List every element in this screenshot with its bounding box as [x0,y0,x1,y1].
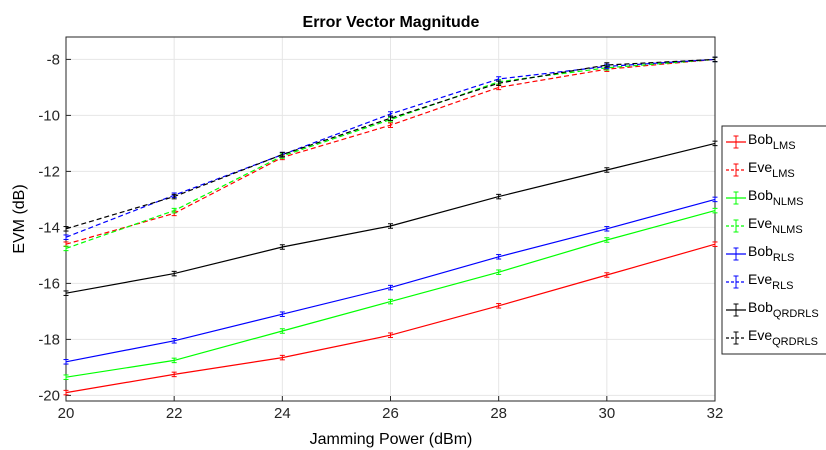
data-point [63,389,69,396]
data-point [63,226,69,232]
x-axis: 20 22 24 26 28 30 32 [58,396,724,422]
legend-label: BobNLMS [748,187,803,208]
x-tick-label: 32 [707,405,724,422]
legend-item: EveRLS [726,271,794,292]
data-point [604,226,610,232]
data-point [171,270,177,277]
data-point [388,298,393,305]
legend-label: BobLMS [748,131,796,152]
data-point [604,272,610,278]
y-tick-label: -18 [38,331,60,348]
data-point [171,193,177,200]
x-tick-label: 24 [274,405,291,422]
data-point [63,234,69,240]
data-point [171,338,177,344]
legend-item: BobLMS [726,131,796,152]
data-point [496,303,502,309]
data-point [712,241,718,247]
y-tick-label: -8 [47,51,60,68]
series-bob-nlms [63,207,718,380]
data-point [604,62,610,68]
data-point [388,122,393,128]
data-point [63,374,69,380]
series-bob-lms [63,241,718,396]
data-point [171,357,177,364]
data-point [496,193,502,200]
data-point [63,245,69,252]
data-point [279,244,285,250]
series-eve-qrdrls [63,56,718,232]
legend-item: EveLMS [726,159,795,180]
legend-item: BobRLS [726,243,794,264]
legend-label: EveNLMS [748,215,803,236]
data-point [496,269,502,275]
x-axis-label: Jamming Power (dBm) [310,431,473,448]
legend-box [721,125,826,355]
y-tick-label: -12 [38,163,60,180]
data-point [496,80,502,86]
x-tick-label: 22 [166,405,183,422]
y-tick-label: -16 [38,275,60,292]
data-point [712,56,718,63]
x-tick-label: 20 [58,405,75,422]
data-point [496,254,502,260]
legend-item: EveNLMS [726,215,803,236]
data-point [171,207,177,214]
y-tick-label: -14 [38,219,60,236]
legend-label: EveRLS [748,271,794,292]
y-axis: -20 -18 -16 -14 -12 -10 -8 [38,51,71,404]
data-point [279,354,285,361]
legend-label: EveQRDRLS [748,327,818,348]
y-tick-label: -10 [38,107,60,124]
series-group [63,56,718,396]
data-point [712,140,718,147]
series-bob-rls [63,196,718,365]
data-point [63,290,69,296]
x-tick-label: 28 [490,405,507,422]
data-point [279,311,285,317]
data-point [171,371,177,378]
legend-item: BobQRDRLS [726,299,819,320]
grid [65,37,716,401]
x-tick-label: 26 [382,405,399,422]
y-axis-label: EVM (dB) [11,184,28,253]
chart-title: Error Vector Magnitude [303,14,480,31]
data-point [279,151,285,158]
data-point [712,207,718,214]
legend-label: BobRLS [748,243,794,264]
legend-item: BobNLMS [726,187,803,208]
legend-label: EveLMS [748,159,795,180]
legend-label: BobQRDRLS [748,299,819,320]
data-point [388,223,393,229]
data-point [388,284,393,291]
y-tick-label: -20 [38,387,60,404]
x-tick-label: 30 [598,405,615,422]
legend: BobLMS EveLMS BobNLMS EveNLMS BobRLS EveRLS Bo… [721,125,826,355]
series-bob-qrdrls [63,140,718,296]
data-point [279,328,285,334]
data-point [712,196,718,203]
data-point [604,237,610,243]
data-point [388,115,393,121]
data-point [604,167,610,173]
data-point [388,332,393,338]
legend-item: EveQRDRLS [726,327,818,348]
data-point [63,359,69,365]
